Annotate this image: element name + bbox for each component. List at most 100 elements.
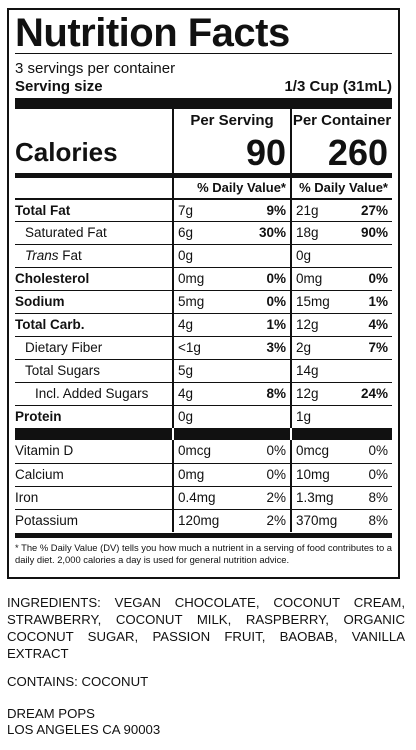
- vitamin-row-calcium: Calcium 0mg 0% 10mg 0%: [15, 463, 392, 486]
- serving-percent: 0%: [266, 443, 286, 458]
- nutrient-row-protein: Protein 0g 1g: [15, 405, 392, 428]
- panel-title: Nutrition Facts: [15, 11, 290, 55]
- per-serving-title: Per Serving: [190, 112, 274, 129]
- calories-per-container: 260: [327, 132, 388, 173]
- container-percent: 90%: [360, 225, 388, 240]
- container-amount: 12g: [296, 317, 319, 332]
- container-amount: 21g: [296, 203, 319, 218]
- nutrient-label: Saturated Fat: [25, 225, 107, 240]
- serving-amount: 0g: [178, 409, 194, 424]
- serving-amount: 0g: [178, 248, 194, 263]
- container-percent: 0%: [368, 271, 388, 286]
- container-amount: 15mg: [296, 294, 330, 309]
- nutrition-facts-panel: Nutrition Facts 3 servings per container…: [7, 8, 400, 579]
- vitamins-divider-row: [15, 428, 392, 440]
- container-amount: 2g: [296, 340, 312, 355]
- per-serving-header: Per Serving 90: [172, 109, 290, 173]
- daily-value-footnote: * The % Daily Value (DV) tells you how m…: [15, 542, 392, 565]
- nutrient-label: Trans Fat: [15, 245, 172, 267]
- container-amount: 10mg: [296, 467, 330, 482]
- container-amount: 1.3mg: [296, 490, 334, 505]
- nutrient-row-cholesterol: Cholesterol 0mg 0% 0mg 0%: [15, 267, 392, 290]
- nutrient-label: Dietary Fiber: [25, 340, 103, 355]
- serving-size-value: 1/3 Cup (31mL): [284, 78, 392, 95]
- calories-row: Calories Per Serving 90 Per Container 26…: [15, 109, 392, 173]
- vitamin-row-potassium: Potassium 120mg 2% 370mg 8%: [15, 509, 392, 532]
- serving-percent: 9%: [266, 203, 286, 218]
- container-percent: 24%: [360, 386, 388, 401]
- serving-percent: 0%: [266, 467, 286, 482]
- serving-size-row: Serving size 1/3 Cup (31mL): [15, 78, 392, 96]
- container-percent: 4%: [368, 317, 388, 332]
- calories-per-serving: 90: [245, 132, 286, 173]
- nutrient-row-added-sugars: Incl. Added Sugars 4g 8% 12g 24%: [15, 382, 392, 405]
- ingredients-text: INGREDIENTS: VEGAN CHOCOLATE, COCONUT CR…: [7, 595, 405, 661]
- vitamin-row-iron: Iron 0.4mg 2% 1.3mg 8%: [15, 486, 392, 509]
- manufacturer-info: DREAM POPS LOS ANGELES CA 90003: [7, 706, 160, 738]
- serving-percent: 0%: [266, 271, 286, 286]
- container-amount: 1g: [296, 409, 312, 424]
- nutrient-label: Incl. Added Sugars: [35, 386, 149, 401]
- nutrient-row-sodium: Sodium 5mg 0% 15mg 1%: [15, 290, 392, 313]
- nutrient-row-total-sugars: Total Sugars 5g 14g: [15, 359, 392, 382]
- container-percent: 1%: [368, 294, 388, 309]
- serving-size-label: Serving size: [15, 78, 103, 95]
- allergen-statement: CONTAINS: COCONUT: [7, 674, 149, 689]
- serving-amount: 6g: [178, 225, 194, 240]
- nutrient-row-trans-fat: Trans Fat 0g 0g: [15, 244, 392, 267]
- dv-header-container: % Daily Value*: [290, 178, 392, 198]
- serving-percent: 1%: [266, 317, 286, 332]
- trans-italic: Trans: [25, 248, 59, 263]
- nutrient-row-saturated-fat: Saturated Fat 6g 30% 18g 90%: [15, 221, 392, 244]
- serving-amount: 7g: [178, 203, 194, 218]
- nutrient-row-total-fat: Total Fat 7g 9% 21g 27%: [15, 198, 392, 222]
- container-amount: 0g: [296, 248, 312, 263]
- serving-amount: 4g: [178, 317, 194, 332]
- thick-divider: [15, 98, 392, 109]
- container-amount: 370mg: [296, 513, 338, 528]
- vitamin-row-vitamin-d: Vitamin D 0mcg 0% 0mcg 0%: [15, 440, 392, 463]
- container-amount: 14g: [296, 363, 319, 378]
- container-percent: 7%: [368, 340, 388, 355]
- nutrient-label: Total Sugars: [25, 363, 101, 378]
- nutrient-row-total-carb: Total Carb. 4g 1% 12g 4%: [15, 313, 392, 336]
- per-container-header: Per Container 260: [290, 109, 392, 173]
- manufacturer-address: LOS ANGELES CA 90003: [7, 722, 161, 737]
- serving-percent: 3%: [266, 340, 286, 355]
- container-percent: 27%: [360, 203, 388, 218]
- serving-amount: 120mg: [178, 513, 220, 528]
- container-amount: 12g: [296, 386, 319, 401]
- calories-divider: [15, 173, 392, 178]
- nutrient-label: Protein: [15, 409, 62, 424]
- nutrient-label: Sodium: [15, 294, 65, 309]
- manufacturer-name: DREAM POPS: [7, 706, 95, 721]
- serving-amount: 0mcg: [178, 443, 212, 458]
- per-container-title: Per Container: [292, 112, 392, 129]
- serving-percent: 2%: [266, 490, 286, 505]
- nutrient-label: Total Carb.: [15, 317, 85, 332]
- serving-amount: <1g: [178, 340, 201, 355]
- vitamin-label: Vitamin D: [15, 443, 74, 458]
- nutrient-row-dietary-fiber: Dietary Fiber <1g 3% 2g 7%: [15, 336, 392, 359]
- daily-value-header-row: % Daily Value* % Daily Value*: [15, 178, 392, 198]
- serving-amount: 4g: [178, 386, 194, 401]
- vitamin-label: Iron: [15, 490, 39, 505]
- container-percent: 0%: [368, 467, 388, 482]
- container-percent: 8%: [368, 490, 388, 505]
- serving-percent: 8%: [266, 386, 286, 401]
- title-divider: [15, 53, 392, 54]
- serving-amount: 5g: [178, 363, 194, 378]
- container-percent: 8%: [368, 513, 388, 528]
- serving-percent: 30%: [258, 225, 286, 240]
- servings-per-container: 3 servings per container: [15, 60, 176, 77]
- nutrient-label: Cholesterol: [15, 271, 90, 286]
- calories-label: Calories: [15, 137, 118, 167]
- vitamin-label: Calcium: [15, 467, 64, 482]
- serving-amount: 0mg: [178, 271, 205, 286]
- container-amount: 18g: [296, 225, 319, 240]
- nutrient-label: Total Fat: [15, 203, 71, 218]
- dv-header-serving: % Daily Value*: [172, 178, 290, 198]
- container-percent: 0%: [368, 443, 388, 458]
- serving-amount: 0.4mg: [178, 490, 216, 505]
- trans-rest: Fat: [58, 248, 82, 263]
